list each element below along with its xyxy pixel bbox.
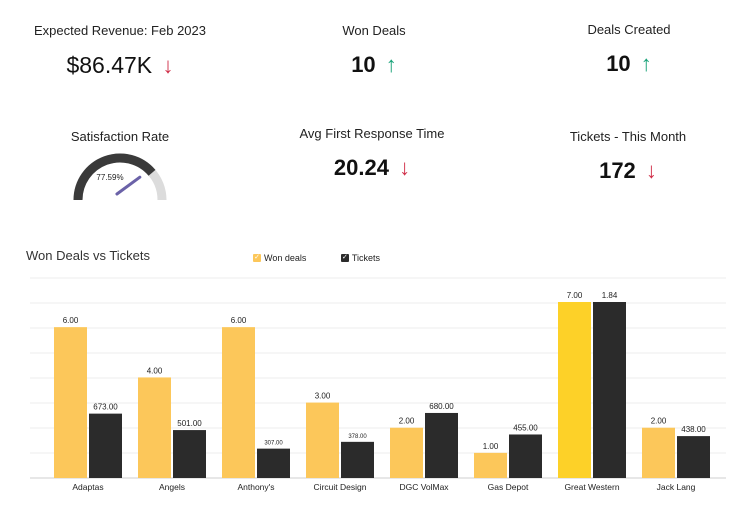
bar-tickets xyxy=(257,448,290,478)
data-label-won-deals: 2.00 xyxy=(651,417,667,426)
won-deals-vs-tickets-chart: 6.00 673.00 Adaptas 4.00 501.00 Angels 6.00 307… xyxy=(30,277,726,492)
x-tick-label: Great Western xyxy=(564,482,619,492)
kpi-value-wrap: 10 ↑ xyxy=(274,52,474,78)
bar-won-deals xyxy=(642,427,675,478)
bar-tickets xyxy=(677,436,710,478)
bar-won-deals xyxy=(138,377,171,478)
gauge-fill xyxy=(73,153,156,201)
kpi-value-wrap: 20.24 ↓ xyxy=(272,155,472,181)
chart-bars xyxy=(54,302,710,478)
data-label-won-deals: 1.00 xyxy=(483,442,499,451)
gauge-value: 77.59% xyxy=(96,173,123,182)
kpi-value: $86.47K xyxy=(66,52,153,78)
arrow-down-icon: ↓ xyxy=(162,53,174,78)
bar-won-deals xyxy=(474,452,507,478)
bar-tickets xyxy=(341,441,374,478)
kpi-tickets-month: Tickets - This Month 172 ↓ xyxy=(528,129,728,184)
kpi-value-wrap: 172 ↓ xyxy=(528,158,728,184)
data-label-tickets: 501.00 xyxy=(177,419,202,428)
x-tick-label: DGC VolMax xyxy=(399,482,449,492)
bar-won-deals xyxy=(222,327,255,478)
kpi-title: Deals Created xyxy=(587,22,671,37)
data-label-tickets: 438.00 xyxy=(681,425,706,434)
x-tick-label: Angels xyxy=(159,482,185,492)
kpi-won-deals: Won Deals 10 ↑ xyxy=(274,23,474,78)
data-label-won-deals: 7.00 xyxy=(567,291,583,300)
chart-legend: ✓ Won deals ✓ Tickets xyxy=(253,251,412,263)
x-tick-label: Gas Depot xyxy=(488,482,529,492)
data-label-won-deals: 6.00 xyxy=(63,316,79,325)
data-label-tickets: 378.00 xyxy=(348,434,367,440)
data-label-won-deals: 2.00 xyxy=(399,417,415,426)
data-label-tickets: 673.00 xyxy=(93,403,118,412)
checkbox-icon: ✓ xyxy=(340,254,349,262)
bar-won-deals xyxy=(306,402,339,478)
bar-tickets xyxy=(425,412,458,478)
legend-label: Tickets xyxy=(351,253,381,263)
bar-won-deals xyxy=(558,302,591,478)
kpi-value-wrap: 10 ↑ xyxy=(529,51,729,77)
arrow-up-icon: ↑ xyxy=(385,52,397,77)
kpi-expected-revenue: Expected Revenue: Feb 2023 $86.47K ↓ xyxy=(20,23,220,79)
kpi-deals-created: Deals Created 10 ↑ xyxy=(529,22,729,77)
arrow-down-icon: ↓ xyxy=(645,158,657,183)
data-label-won-deals: 6.00 xyxy=(231,316,247,325)
arrow-down-icon: ↓ xyxy=(399,155,411,180)
chart-title: Won Deals vs Tickets xyxy=(26,248,151,263)
kpi-satisfaction-rate: Satisfaction Rate 77.59% xyxy=(20,129,220,209)
bar-won-deals xyxy=(54,327,87,478)
bar-won-deals xyxy=(390,427,423,478)
x-tick-label: Adaptas xyxy=(72,482,103,492)
data-label-tickets: 1.84 xyxy=(602,291,618,300)
kpi-title: Tickets - This Month xyxy=(569,129,687,144)
chart-labels: 6.00 673.00 Adaptas 4.00 501.00 Angels 6.00 307… xyxy=(63,291,707,492)
kpi-value: 10 xyxy=(351,52,376,77)
kpi-title: Won Deals xyxy=(342,23,406,38)
kpi-title: Expected Revenue: Feb 2023 xyxy=(33,23,206,38)
kpi-value: 20.24 xyxy=(333,155,389,180)
gauge-needle xyxy=(115,175,142,196)
kpi-title: Satisfaction Rate xyxy=(70,129,170,144)
data-label-tickets: 455.00 xyxy=(513,423,538,432)
kpi-value-wrap: $86.47K ↓ xyxy=(20,52,220,79)
legend-label: Won deals xyxy=(264,253,307,263)
kpi-value: 10 xyxy=(606,51,631,76)
data-label-won-deals: 3.00 xyxy=(315,392,331,401)
kpi-title: Avg First Response Time xyxy=(299,126,445,141)
kpi-value: 172 xyxy=(599,158,636,183)
data-label-won-deals: 4.00 xyxy=(147,366,163,375)
x-tick-label: Jack Lang xyxy=(657,482,696,492)
kpi-avg-first-response: Avg First Response Time 20.24 ↓ xyxy=(272,126,472,181)
data-label-tickets: 307.00 xyxy=(264,441,283,447)
checkbox-icon: ✓ xyxy=(253,254,261,262)
x-tick-label: Anthony's xyxy=(237,482,274,492)
bar-tickets xyxy=(173,430,206,478)
data-label-tickets: 680.00 xyxy=(429,402,454,411)
bar-tickets xyxy=(89,413,122,478)
legend-item-won-deals[interactable]: ✓ Won deals xyxy=(253,253,306,263)
bar-tickets xyxy=(509,434,542,478)
arrow-up-icon: ↑ xyxy=(640,51,652,76)
x-tick-label: Circuit Design xyxy=(314,482,367,492)
satisfaction-gauge: 77.59% xyxy=(73,153,167,201)
bar-tickets xyxy=(593,302,626,478)
legend-item-tickets[interactable]: ✓ Tickets xyxy=(340,253,381,263)
